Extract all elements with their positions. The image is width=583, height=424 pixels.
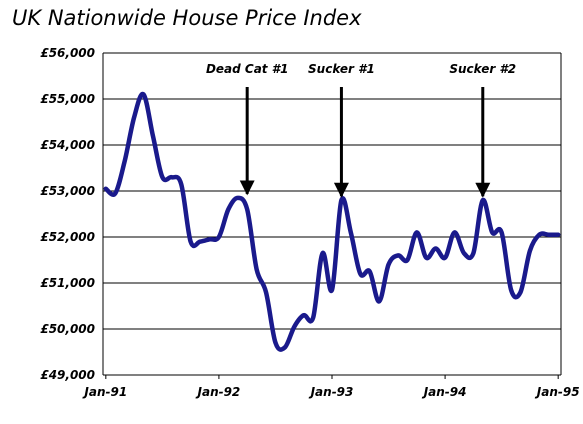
annotation-label: Sucker #2 [449,62,516,76]
x-axis-ticks: Jan-91 Jan-92 Jan-93 Jan-94 Jan-95 [82,385,579,399]
y-tick-label: £52,000 [40,230,95,244]
annotation-label: Dead Cat #1 [206,62,288,76]
y-tick-label: £53,000 [40,184,95,198]
x-tick-label: Jan-92 [196,385,241,399]
annotations: Dead Cat #1 Sucker #1 Sucker #2 [206,62,516,198]
annotation-label: Sucker #1 [308,62,375,76]
x-tick-label: Jan-91 [82,385,127,399]
y-tick-label: £56,000 [40,46,95,60]
gridlines [103,52,561,376]
x-tick-label: Jan-94 [422,385,467,399]
x-tick-label: Jan-93 [309,385,354,399]
y-tick-label: £49,000 [40,368,95,382]
series-line [103,91,561,352]
y-tick-label: £54,000 [40,138,95,152]
x-tick-label: Jan-95 [535,385,580,399]
axes [102,53,562,379]
series-layer [103,91,561,352]
y-tick-label: £55,000 [40,92,95,106]
chart-title: UK Nationwide House Price Index [12,6,362,30]
y-tick-label: £51,000 [40,276,95,290]
y-tick-label: £50,000 [40,322,95,336]
y-axis-ticks: £49,000 £50,000 £51,000 £52,000 £53,000 £54,0… [40,46,95,382]
